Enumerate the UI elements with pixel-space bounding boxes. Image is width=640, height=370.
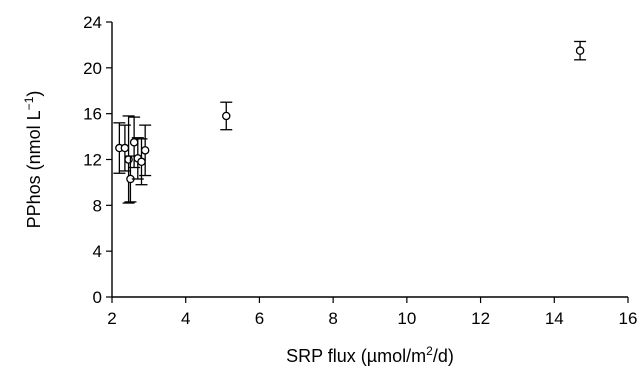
scatter-point — [137, 157, 146, 167]
x-axis-title-suffix: /d) — [433, 346, 454, 366]
scatter-point — [575, 46, 585, 55]
x-tick-label: 12 — [471, 309, 490, 328]
y-tick-label: 0 — [93, 288, 102, 307]
data-point — [139, 124, 152, 177]
y-tick-label: 20 — [83, 59, 102, 78]
x-tick-label: 8 — [328, 309, 337, 328]
scatter-point — [129, 138, 139, 147]
data-point — [220, 101, 233, 131]
y-axis-title-superscript: −1 — [22, 96, 36, 110]
y-tick-label: 12 — [83, 151, 102, 170]
y-axis-title-main: PPhos (nmol L — [24, 110, 44, 228]
y-axis-title: PPhos (nmol L−1) — [22, 91, 44, 229]
y-tick-label: 24 — [83, 13, 102, 32]
x-tick-label: 2 — [107, 309, 116, 328]
x-axis-title-superscript: 2 — [426, 344, 433, 358]
x-tick-label: 10 — [397, 309, 416, 328]
scatter-point — [124, 155, 133, 164]
data-point — [124, 155, 137, 203]
plot-area — [111, 22, 628, 298]
data-series — [113, 40, 587, 204]
y-axis-ticks: 0 4 8 12 16 20 24 — [83, 13, 112, 307]
y-tick-label: 4 — [93, 242, 102, 261]
scatter-point — [140, 146, 150, 155]
x-tick-label: 4 — [181, 309, 190, 328]
x-axis-title: SRP flux (µmol/m2/d) — [286, 344, 454, 366]
y-tick-label: 16 — [83, 105, 102, 124]
data-point — [118, 124, 131, 172]
x-tick-label: 6 — [255, 309, 264, 328]
y-tick-label: 8 — [93, 196, 102, 215]
x-axis-title-main: SRP flux (µmol/m — [286, 346, 426, 366]
scatter-point — [222, 111, 231, 121]
x-tick-label: 14 — [545, 309, 564, 328]
data-point — [574, 40, 587, 61]
y-axis-title-suffix: ) — [24, 91, 44, 97]
x-axis-ticks: 2 4 6 8 10 12 14 16 — [107, 297, 637, 328]
x-tick-label: 16 — [619, 309, 638, 328]
scatter-point — [120, 143, 130, 153]
